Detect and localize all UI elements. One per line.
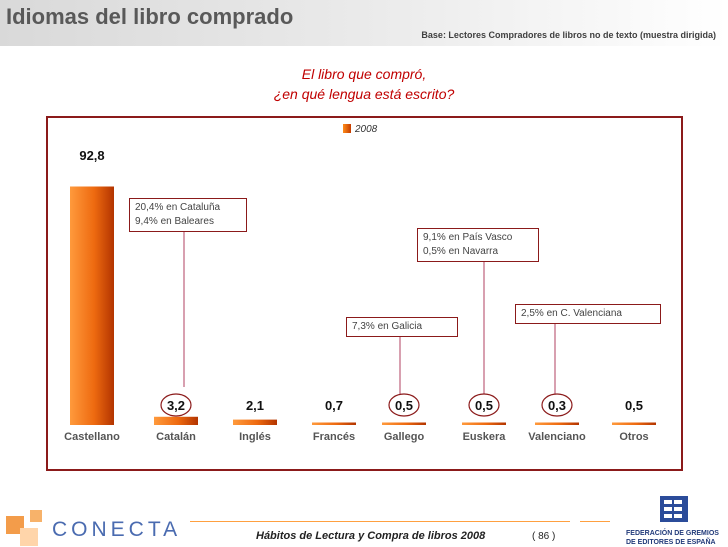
callout-catalan-line1: 20,4% en Cataluña [135, 202, 221, 213]
callout-catalan-line2: 9,4% en Baleares [135, 216, 214, 227]
bar-gallego [382, 422, 426, 425]
title-band [0, 0, 728, 46]
legend-swatch [343, 124, 351, 133]
data-label-valenciano: 0,3 [548, 398, 566, 413]
category-label-gallego: Gallego [384, 431, 425, 443]
bar-francés [312, 422, 356, 425]
bar-otros [612, 422, 656, 425]
data-label-euskera: 0,5 [475, 398, 493, 413]
federation-logo-text: FEDERACIÓN DE GREMIOS DE EDITORES DE ESP… [626, 529, 719, 547]
page-number: ( 86 ) [532, 531, 556, 542]
category-label-castellano: Castellano [64, 431, 120, 443]
category-label-otros: Otros [619, 431, 648, 443]
bar-catalán [154, 416, 198, 425]
bar-castellano [70, 186, 114, 425]
conecta-logo-mark [6, 510, 42, 546]
bar-euskera [462, 422, 506, 425]
federation-line2: DE EDITORES DE ESPAÑA [626, 539, 716, 546]
data-label-gallego: 0,5 [395, 398, 413, 413]
chart-subtitle-line2: ¿en qué lengua está escrito? [273, 86, 455, 102]
category-label-euskera: Euskera [463, 431, 507, 443]
footer-title: Hábitos de Lectura y Compra de libros 20… [256, 530, 486, 542]
footer-divider-left [190, 521, 570, 522]
callout-gallego: 7,3% en Galicia [346, 317, 458, 337]
category-label-catalán: Catalán [156, 431, 196, 443]
label-circle-catalán [160, 393, 192, 417]
label-circle-valenciano [541, 393, 573, 417]
label-circle-euskera [468, 393, 500, 417]
callout-euskera-line2: 0,5% en Navarra [423, 246, 499, 257]
bar-valenciano [535, 422, 579, 425]
data-label-castellano: 92,8 [79, 148, 104, 163]
callout-catalan: 20,4% en Cataluña 9,4% en Baleares [129, 198, 247, 232]
conecta-logo: CONECTA [52, 518, 182, 541]
category-label-inglés: Inglés [239, 431, 271, 443]
base-note: Base: Lectores Compradores de libros no … [421, 30, 716, 40]
data-label-otros: 0,5 [625, 398, 643, 413]
federation-logo-mark [660, 496, 688, 522]
category-label-francés: Francés [313, 431, 355, 443]
legend-label: 2008 [355, 124, 378, 135]
footer-divider-right [580, 521, 610, 522]
data-label-catalán: 3,2 [167, 398, 185, 413]
page-title: Idiomas del libro comprado [6, 4, 294, 29]
data-label-inglés: 2,1 [246, 398, 264, 413]
category-label-valenciano: Valenciano [528, 431, 586, 443]
callout-valenciano: 2,5% en C. Valenciana [515, 304, 661, 324]
data-label-francés: 0,7 [325, 398, 343, 413]
chart-frame [46, 116, 683, 471]
chart-subtitle-line1: El libro que compró, [301, 66, 427, 82]
chart-legend: 2008 [343, 124, 377, 135]
callout-euskera: 9,1% en País Vasco 0,5% en Navarra [417, 228, 539, 262]
callout-gallego-line1: 7,3% en Galicia [352, 321, 423, 332]
callout-euskera-line1: 9,1% en País Vasco [423, 232, 513, 243]
callout-valenciano-line1: 2,5% en C. Valenciana [521, 308, 622, 319]
federation-line1: FEDERACIÓN DE GREMIOS [626, 530, 719, 537]
bar-inglés [233, 419, 277, 425]
label-circle-gallego [388, 393, 420, 417]
